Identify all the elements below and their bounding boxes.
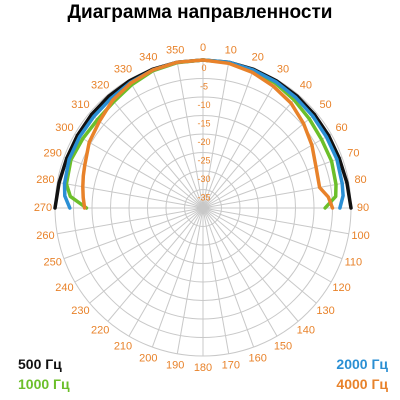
grid-spoke <box>176 62 204 209</box>
angle-tick-label: 170 <box>222 360 240 372</box>
angle-tick-label: 270 <box>34 202 52 214</box>
grid-spoke <box>89 112 204 209</box>
angle-tick-label: 200 <box>139 352 157 364</box>
angle-tick-label: 240 <box>55 282 73 294</box>
angle-tick-label: 350 <box>166 44 184 56</box>
radial-tick-label: -35 <box>197 193 210 203</box>
angle-tick-label: 20 <box>252 52 264 64</box>
angle-tick-label: 60 <box>335 122 347 134</box>
angle-tick-label: 330 <box>114 63 132 75</box>
grid-spoke <box>202 181 349 209</box>
angle-tick-label: 150 <box>274 341 292 353</box>
angle-tick-label: 340 <box>139 52 157 64</box>
angle-tick-label: 90 <box>357 202 369 214</box>
angle-tick-label: 130 <box>316 305 334 317</box>
angle-tick-label: 320 <box>91 79 109 91</box>
radial-tick-label: -10 <box>197 100 210 110</box>
angle-tick-label: 230 <box>71 305 89 317</box>
grid-spoke <box>202 207 332 283</box>
grid-spoke <box>202 112 317 209</box>
grid-spoke <box>63 207 204 260</box>
radial-tick-label: -25 <box>197 156 210 166</box>
grid-spoke <box>63 156 204 209</box>
angle-tick-label: 280 <box>36 174 54 186</box>
legend-1000hz: 1000 Гц <box>18 376 70 392</box>
grid-spoke <box>202 133 332 209</box>
grid-spoke <box>202 207 230 354</box>
angle-tick-label: 110 <box>345 257 363 269</box>
grid-spoke <box>202 68 255 209</box>
angle-tick-label: 310 <box>71 99 89 111</box>
radial-tick-label: -20 <box>197 137 210 147</box>
legend-4000hz: 4000 Гц <box>336 376 388 392</box>
angle-tick-label: 50 <box>319 99 331 111</box>
grid-spoke <box>202 207 349 235</box>
legend-2000hz: 2000 Гц <box>336 356 388 372</box>
series-line <box>81 58 335 210</box>
grid-spoke <box>107 207 204 322</box>
radial-tick-label: -15 <box>197 119 210 129</box>
grid-spoke <box>202 62 230 209</box>
grid-spoke <box>202 207 299 322</box>
grid-spoke <box>128 207 204 337</box>
angle-tick-label: 290 <box>43 147 61 159</box>
angle-tick-label: 10 <box>225 44 237 56</box>
radial-tick-label: -30 <box>197 174 210 184</box>
angle-tick-label: 100 <box>351 230 369 242</box>
radial-tick-label: 0 <box>201 63 206 73</box>
angle-tick-label: 30 <box>277 63 289 75</box>
grid-spoke <box>202 207 343 260</box>
chart-title: Диаграмма направленности <box>67 2 333 23</box>
grid-spoke <box>176 207 204 354</box>
grid-spoke <box>74 207 204 283</box>
angle-tick-label: 260 <box>36 230 54 242</box>
angle-tick-label: 80 <box>354 174 366 186</box>
grid-spoke <box>74 133 204 209</box>
angle-tick-label: 210 <box>114 341 132 353</box>
grid-spoke <box>57 207 204 235</box>
angle-tick-label: 220 <box>91 325 109 337</box>
grid-spoke <box>107 94 204 209</box>
grid-spoke <box>202 79 278 209</box>
grid-spoke <box>128 79 204 209</box>
grid-spoke <box>202 207 278 337</box>
angle-tick-label: 180 <box>194 362 212 374</box>
grid-spoke <box>151 68 204 209</box>
angle-tick-label: 140 <box>297 325 315 337</box>
grid-spoke <box>202 207 255 348</box>
legend-500hz: 500 Гц <box>18 356 62 372</box>
angle-tick-label: 0 <box>200 42 206 54</box>
grid-spoke <box>151 207 204 348</box>
angle-tick-label: 160 <box>249 352 267 364</box>
angle-tick-label: 40 <box>300 79 312 91</box>
grid-spoke <box>89 207 204 304</box>
grid-spoke <box>202 156 343 209</box>
radial-tick-label: -5 <box>200 82 208 92</box>
grid-spoke <box>202 94 299 209</box>
grid-spoke <box>202 207 317 304</box>
angle-tick-label: 190 <box>166 360 184 372</box>
angle-tick-label: 250 <box>43 257 61 269</box>
angle-tick-label: 300 <box>55 122 73 134</box>
angle-tick-label: 70 <box>347 147 359 159</box>
angle-tick-label: 120 <box>332 282 350 294</box>
